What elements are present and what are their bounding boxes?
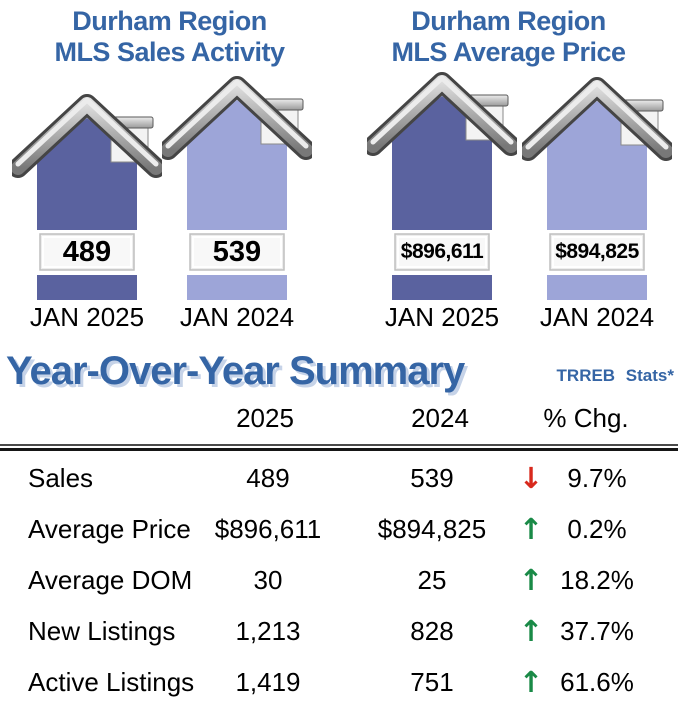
table-row-average-dom: Average DOM 30 25 ↑ 18.2% bbox=[0, 564, 678, 596]
row-pct-change: 0.2% bbox=[567, 514, 627, 544]
sales-title-line1: Durham Region bbox=[72, 6, 267, 36]
row-value-2024: 25 bbox=[417, 565, 447, 595]
row-pct-change: 18.2% bbox=[560, 565, 634, 595]
row-label: Sales bbox=[28, 463, 94, 493]
sales-section-title: Durham Region MLS Sales Activity bbox=[0, 6, 339, 68]
row-value-2025: 489 bbox=[246, 463, 290, 493]
sales-2024-value: 539 bbox=[212, 236, 262, 268]
house-icon bbox=[12, 94, 162, 300]
summary-title: Year-Over-Year Summary bbox=[6, 349, 465, 393]
row-value-2025: 30 bbox=[253, 565, 283, 595]
row-label: Average Price bbox=[28, 514, 191, 544]
row-value-2024: 539 bbox=[410, 463, 454, 493]
sales-2025-label: JAN 2025 bbox=[29, 302, 145, 332]
table-header-divider bbox=[0, 444, 678, 451]
table-row-active-listings: Active Listings 1,419 751 ↑ 61.6% bbox=[0, 666, 678, 698]
column-header-2024: 2024 bbox=[411, 403, 469, 433]
row-value-2025: $896,611 bbox=[214, 514, 322, 544]
price-title-line1: Durham Region bbox=[411, 6, 606, 36]
sales-2024-label: JAN 2024 bbox=[179, 302, 295, 332]
stats-source-label: TRREB Stats* bbox=[556, 366, 674, 385]
table-row-new-listings: New Listings 1,213 828 ↑ 37.7% bbox=[0, 615, 678, 647]
row-label: Active Listings bbox=[28, 667, 195, 697]
sales-2025-value: 489 bbox=[62, 236, 112, 268]
row-label: Average DOM bbox=[28, 565, 193, 595]
price-2025-label: JAN 2025 bbox=[384, 302, 500, 332]
row-value-2025: 1,419 bbox=[235, 667, 301, 697]
price-section-title: Durham Region MLS Average Price bbox=[339, 6, 678, 68]
sales-title-line2: MLS Sales Activity bbox=[54, 37, 285, 67]
row-value-2025: 1,213 bbox=[235, 616, 301, 646]
row-value-2024: 751 bbox=[410, 667, 454, 697]
table-row-average-price: Average Price $896,611 $894,825 ↑ 0.2% bbox=[0, 513, 678, 545]
house-sales-2024: 539 JAN 2024 bbox=[162, 45, 312, 337]
column-header-pct-chg: % Chg. bbox=[543, 403, 629, 433]
up-arrow-icon: ↑ bbox=[518, 665, 544, 699]
price-2024-label: JAN 2024 bbox=[539, 302, 655, 332]
up-arrow-icon: ↑ bbox=[518, 512, 544, 546]
down-arrow-icon: ↓ bbox=[518, 461, 544, 495]
row-value-2024: $894,825 bbox=[377, 514, 487, 544]
row-value-2024: 828 bbox=[410, 616, 454, 646]
table-row-sales: Sales 489 539 ↓ 9.7% bbox=[0, 462, 678, 494]
price-2024-value: $894,825 bbox=[555, 240, 639, 263]
house-price-2024: $894,825 JAN 2024 bbox=[522, 45, 672, 337]
row-pct-change: 9.7% bbox=[567, 463, 627, 493]
up-arrow-icon: ↑ bbox=[518, 563, 544, 597]
row-pct-change: 37.7% bbox=[560, 616, 634, 646]
house-price-2025: $896,611 JAN 2025 bbox=[367, 45, 517, 337]
house-icon bbox=[367, 72, 517, 300]
row-pct-change: 61.6% bbox=[560, 667, 634, 697]
column-header-2025: 2025 bbox=[236, 403, 294, 433]
house-icon bbox=[162, 76, 312, 300]
price-title-line2: MLS Average Price bbox=[391, 37, 626, 67]
house-icon bbox=[522, 77, 672, 300]
row-label: New Listings bbox=[28, 616, 176, 646]
up-arrow-icon: ↑ bbox=[518, 614, 544, 648]
house-sales-2025: 489 JAN 2025 bbox=[12, 45, 162, 337]
price-2025-value: $896,611 bbox=[400, 240, 484, 263]
